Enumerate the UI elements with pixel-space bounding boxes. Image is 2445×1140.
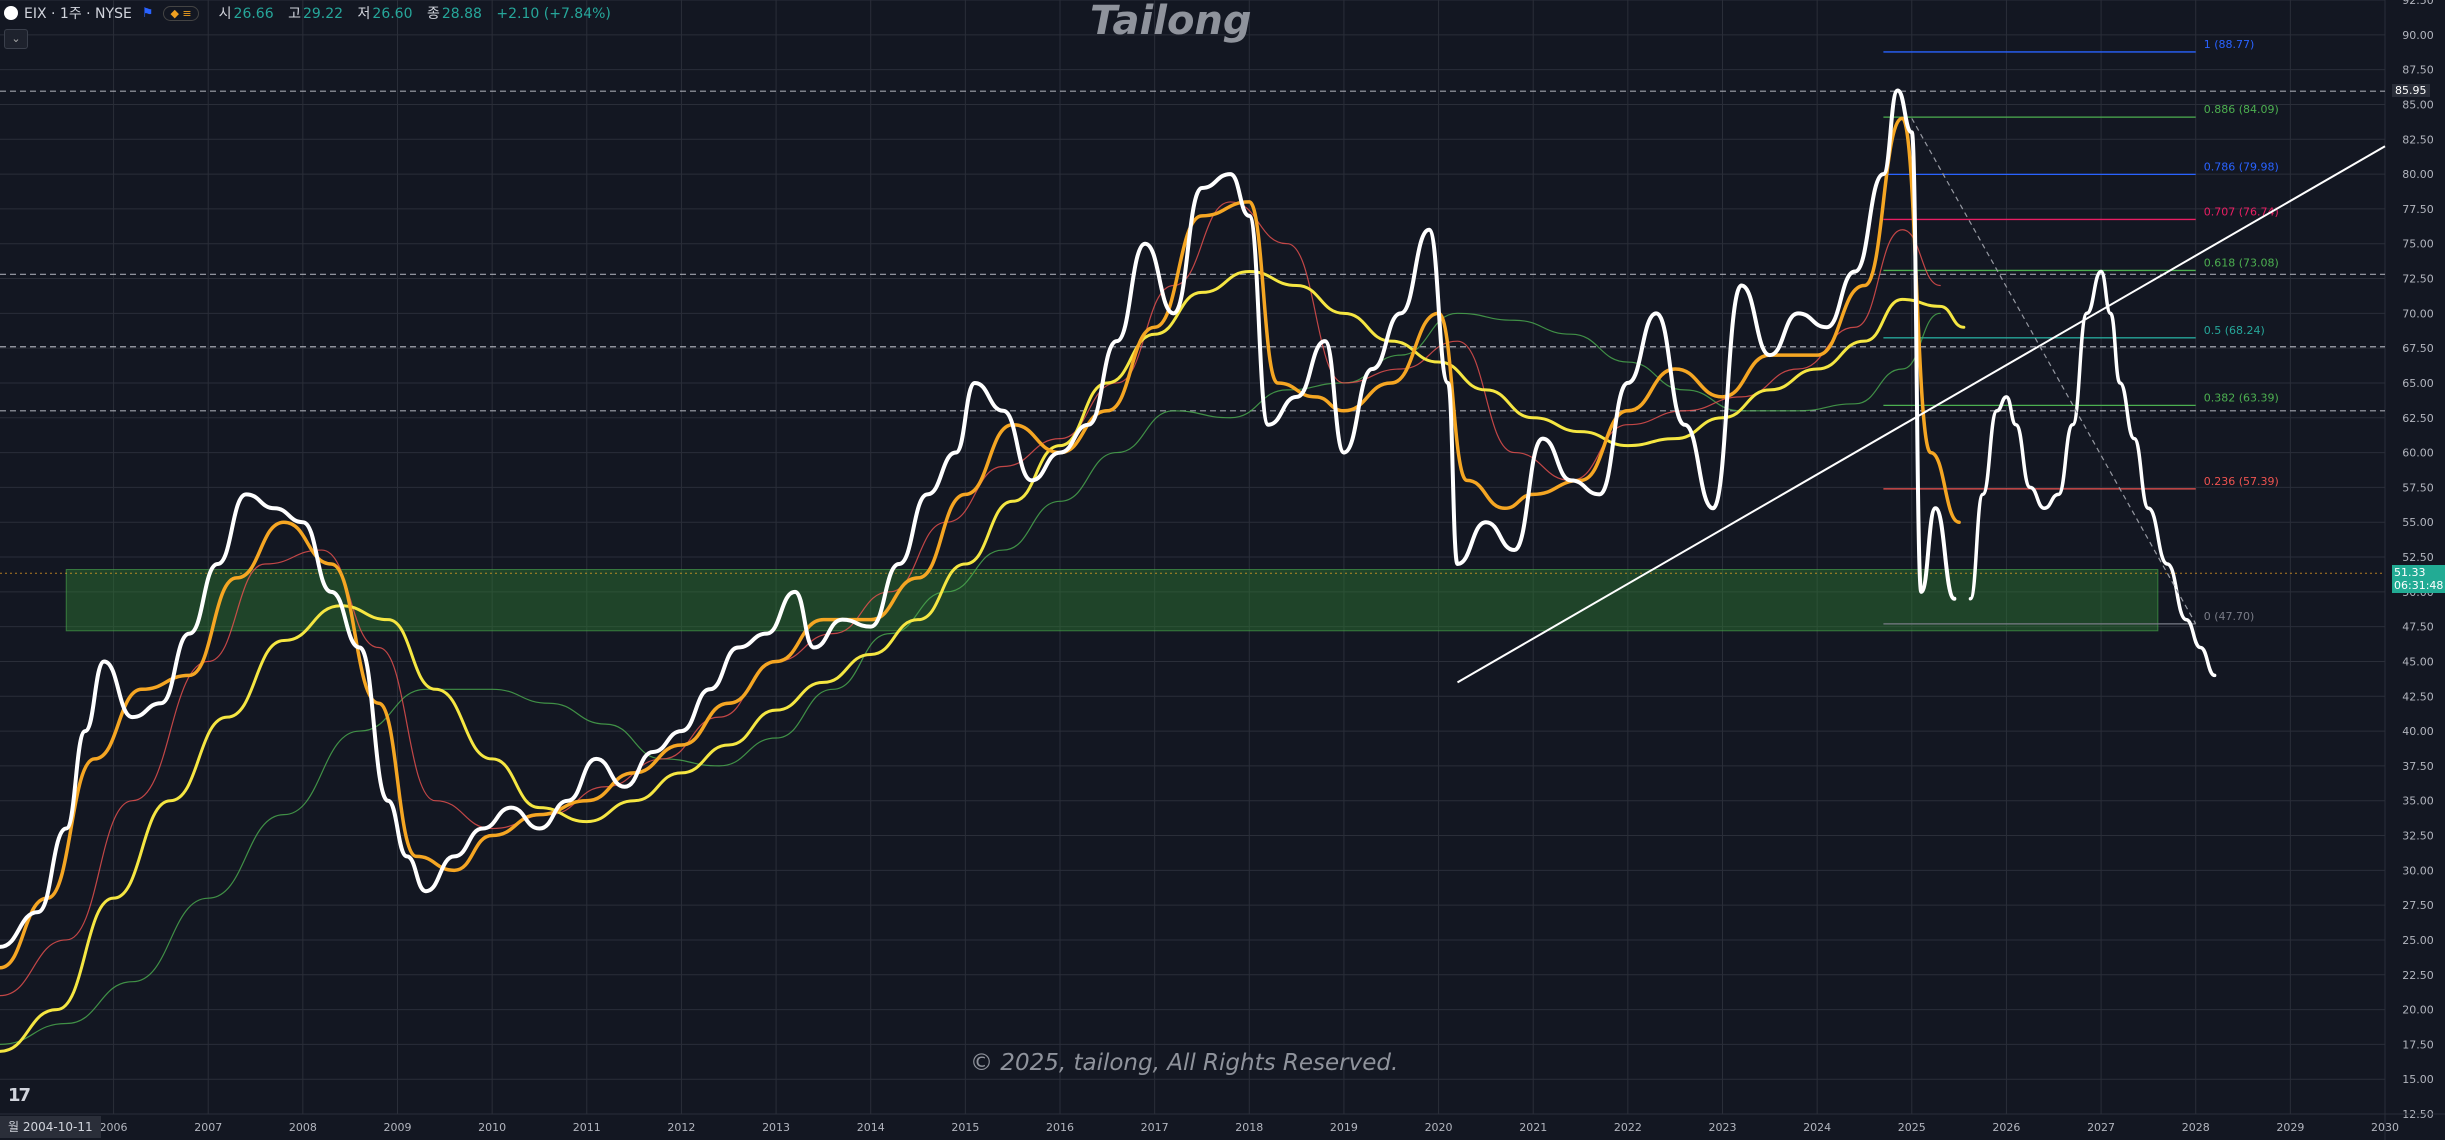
x-tick-label: 2016 bbox=[1046, 1121, 1074, 1134]
indicator-toggle-icon[interactable]: ◆ ≡ bbox=[163, 5, 199, 21]
x-tick-label: 2012 bbox=[667, 1121, 695, 1134]
y-tick-label: 27.50 bbox=[2402, 899, 2434, 912]
x-tick-label: 2009 bbox=[384, 1121, 412, 1134]
y-tick-label: 17.50 bbox=[2402, 1038, 2434, 1051]
last-price-tag: 51.33 06:31:48 bbox=[2392, 565, 2445, 594]
fib-level-label: 0 (47.70) bbox=[2204, 610, 2255, 623]
fib-level-label: 0.707 (76.74) bbox=[2204, 205, 2279, 218]
x-tick-label: 2008 bbox=[289, 1121, 317, 1134]
y-tick-label: 25.00 bbox=[2402, 934, 2434, 947]
y-tick-label: 62.50 bbox=[2402, 412, 2434, 425]
watermark-title: Tailong bbox=[1090, 0, 1252, 44]
x-tick-label: 2022 bbox=[1614, 1121, 1642, 1134]
fib-level-label: 0.5 (68.24) bbox=[2204, 324, 2265, 337]
tradingview-logo[interactable]: 17 bbox=[8, 1085, 31, 1106]
y-tick-label: 75.00 bbox=[2402, 238, 2434, 251]
x-tick-label: 2015 bbox=[951, 1121, 979, 1134]
y-tick-label: 82.50 bbox=[2402, 133, 2434, 146]
x-tick-label: 2011 bbox=[573, 1121, 601, 1134]
x-tick-label: 2021 bbox=[1519, 1121, 1547, 1134]
y-tick-label: 32.50 bbox=[2402, 830, 2434, 843]
close-label: 종 bbox=[426, 6, 440, 22]
fib-level-label: 0.382 (63.39) bbox=[2204, 391, 2279, 404]
y-tick-label: 60.00 bbox=[2402, 447, 2434, 460]
y-tick-label: 57.50 bbox=[2402, 481, 2434, 494]
high-price-tag: 85.95 bbox=[2392, 84, 2430, 97]
close-value: 28.88 bbox=[441, 6, 482, 22]
y-tick-label: 72.50 bbox=[2402, 273, 2434, 286]
ohlc-values: 시 26.66 고 29.22 저 26.60 종 28.88 +2.10 (+7.84… bbox=[211, 3, 613, 23]
y-tick-label: 15.00 bbox=[2402, 1073, 2434, 1086]
countdown-value: 06:31:48 bbox=[2394, 579, 2444, 593]
x-tick-label: 2026 bbox=[1992, 1121, 2020, 1134]
fib-level-label: 0.886 (84.09) bbox=[2204, 103, 2279, 116]
start-date-label: 월 2004-10-11 bbox=[0, 1116, 101, 1138]
x-tick-label: 2019 bbox=[1330, 1121, 1358, 1134]
flag-icon[interactable]: ⚑ bbox=[141, 5, 154, 21]
y-tick-label: 65.00 bbox=[2402, 377, 2434, 390]
x-tick-label: 2028 bbox=[2182, 1121, 2210, 1134]
high-value: 29.22 bbox=[302, 6, 344, 22]
low-value: 26.60 bbox=[372, 6, 413, 22]
y-tick-label: 67.50 bbox=[2402, 342, 2434, 355]
y-tick-label: 35.00 bbox=[2402, 795, 2434, 808]
y-tick-label: 80.00 bbox=[2402, 168, 2434, 181]
y-tick-label: 22.50 bbox=[2402, 969, 2434, 982]
fib-level-label: 0.618 (73.08) bbox=[2204, 256, 2279, 269]
x-tick-label: 2018 bbox=[1235, 1121, 1263, 1134]
series-ma_slow-line bbox=[0, 312, 1941, 1045]
change-value: +2.10 (+7.84%) bbox=[496, 6, 611, 22]
x-tick-label: 2020 bbox=[1425, 1121, 1453, 1134]
y-tick-label: 40.00 bbox=[2402, 725, 2434, 738]
y-tick-label: 77.50 bbox=[2402, 203, 2434, 216]
y-tick-label: 42.50 bbox=[2402, 690, 2434, 703]
y-tick-label: 30.00 bbox=[2402, 864, 2434, 877]
y-tick-label: 45.00 bbox=[2402, 655, 2434, 668]
fib-level-label: 1 (88.77) bbox=[2204, 38, 2255, 51]
y-tick-label: 37.50 bbox=[2402, 760, 2434, 773]
collapse-chevron-icon[interactable]: ⌄ bbox=[4, 29, 28, 49]
y-tick-label: 85.00 bbox=[2402, 98, 2434, 111]
y-tick-label: 92.50 bbox=[2402, 0, 2434, 7]
x-tick-label: 2023 bbox=[1709, 1121, 1737, 1134]
x-tick-label: 2006 bbox=[100, 1121, 128, 1134]
high-label: 고 bbox=[288, 6, 301, 22]
support-zone bbox=[65, 569, 2159, 632]
x-tick-label: 2027 bbox=[2087, 1121, 2115, 1134]
x-tick-label: 2010 bbox=[478, 1121, 506, 1134]
last-price-value: 51.33 bbox=[2394, 566, 2426, 580]
x-tick-label: 2014 bbox=[857, 1121, 885, 1134]
series-sma_mid-line bbox=[0, 270, 1966, 1053]
x-tick-label: 2017 bbox=[1141, 1121, 1169, 1134]
low-label: 저 bbox=[357, 6, 371, 22]
y-tick-label: 70.00 bbox=[2402, 307, 2434, 320]
x-tick-label: 2013 bbox=[762, 1121, 790, 1134]
trendline bbox=[1456, 145, 2386, 684]
open-label: 시 bbox=[218, 6, 232, 22]
y-tick-label: 52.50 bbox=[2402, 551, 2434, 564]
series-price-line bbox=[0, 88, 1957, 949]
y-tick-label: 87.50 bbox=[2402, 64, 2434, 77]
symbol-header: EIX · 1주 · NYSE ⚑ ◆ ≡ 시 26.66 고 29.22 저 26.… bbox=[0, 0, 613, 26]
series-projection-line bbox=[1968, 269, 2217, 678]
y-tick-label: 90.00 bbox=[2402, 29, 2434, 42]
dashed-projection-line bbox=[1911, 118, 2197, 625]
y-tick-label: 47.50 bbox=[2402, 621, 2434, 634]
y-tick-label: 20.00 bbox=[2402, 1004, 2434, 1017]
x-tick-label: 2029 bbox=[2276, 1121, 2304, 1134]
symbol-logo-icon bbox=[4, 6, 18, 20]
x-tick-label: 2025 bbox=[1898, 1121, 1926, 1134]
fib-level-label: 0.786 (79.98) bbox=[2204, 160, 2279, 173]
x-tick-label: 2024 bbox=[1803, 1121, 1831, 1134]
copyright-text: © 2025, tailong, All Rights Reserved. bbox=[970, 1050, 1399, 1076]
x-tick-label: 2007 bbox=[194, 1121, 222, 1134]
y-tick-label: 55.00 bbox=[2402, 516, 2434, 529]
open-value: 26.66 bbox=[233, 6, 274, 22]
symbol-name[interactable]: EIX · 1주 · NYSE bbox=[24, 6, 132, 22]
fib-level-label: 0.236 (57.39) bbox=[2204, 475, 2279, 488]
